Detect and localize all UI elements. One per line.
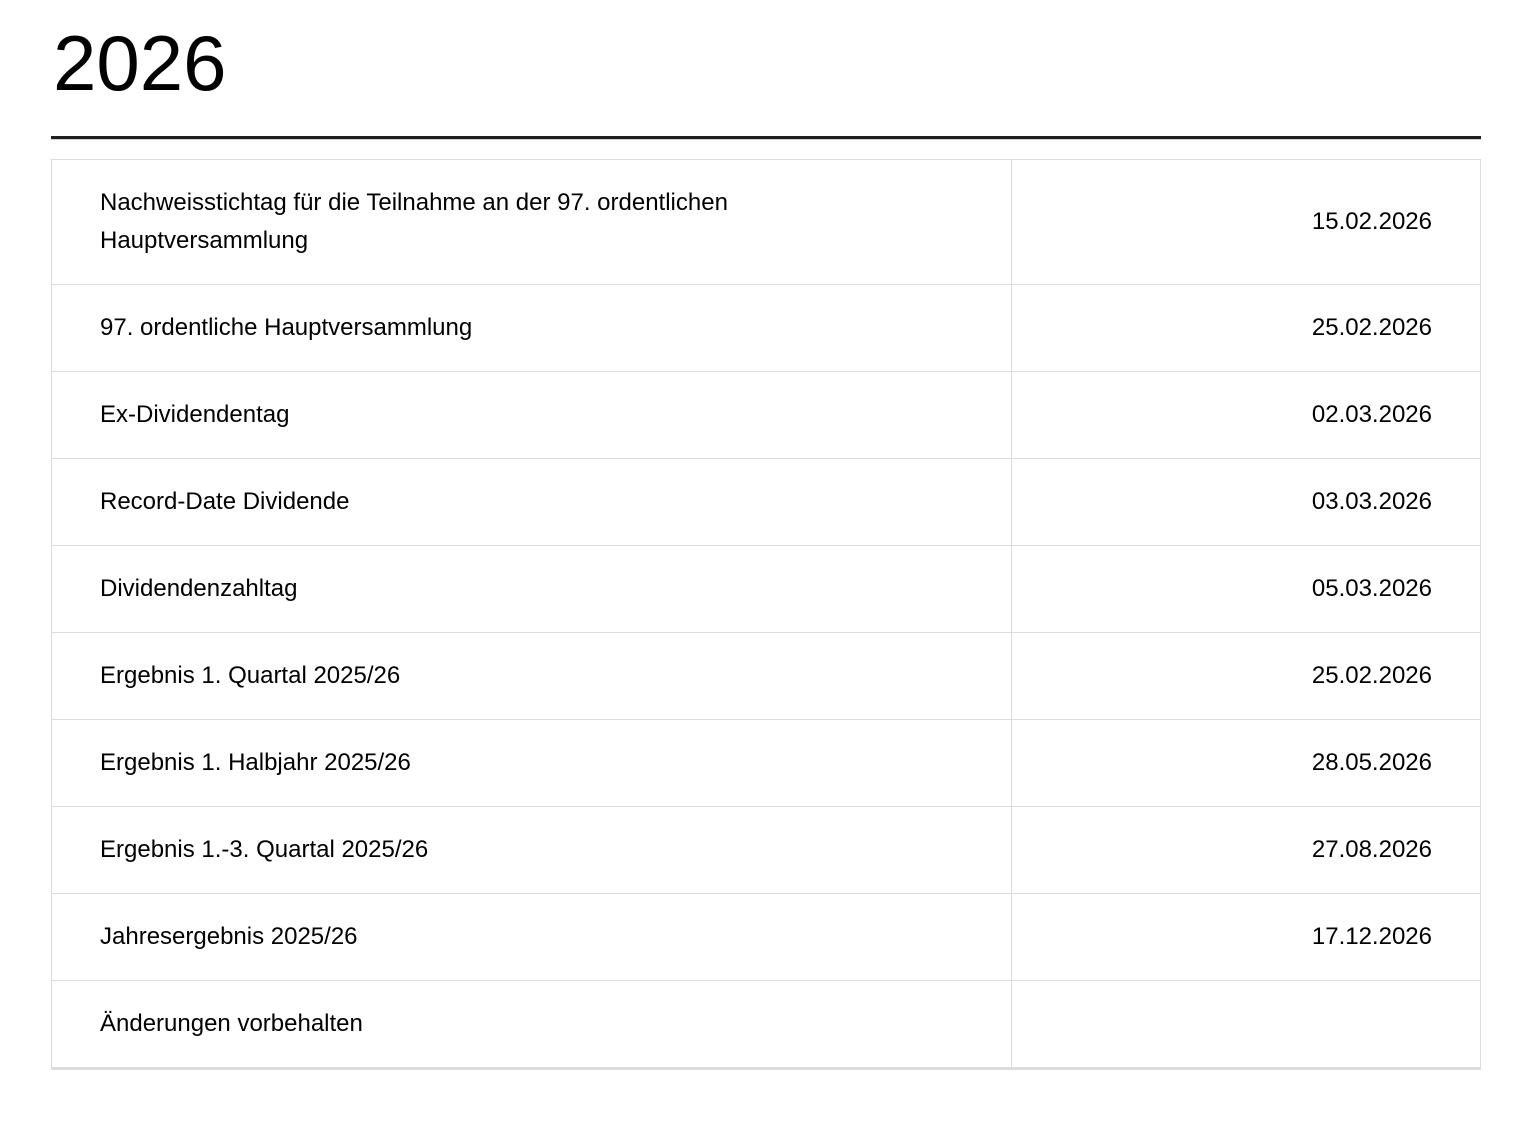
event-date-cell: 03.03.2026	[1011, 458, 1481, 546]
event-label: Ergebnis 1. Quartal 2025/26	[100, 662, 401, 689]
event-date-cell: 15.02.2026	[1011, 159, 1481, 285]
table-row: 97. ordentliche Hauptversammlung 25.02.2…	[50, 284, 1481, 372]
event-date-cell: 25.02.2026	[1011, 284, 1481, 372]
calendar-table-body: Nachweisstichtag für die Teilnahme an de…	[50, 159, 1481, 1068]
event-label: Ergebnis 1. Halbjahr 2025/26	[100, 749, 411, 776]
table-row: Dividendenzahltag 05.03.2026	[50, 545, 1481, 633]
table-row: Nachweisstichtag für die Teilnahme an de…	[50, 159, 1481, 285]
event-label: Ergebnis 1.-3. Quartal 2025/26	[100, 836, 429, 863]
event-date-cell: 17.12.2026	[1011, 893, 1481, 981]
event-label-cell: Record-Date Dividende	[50, 458, 1013, 546]
table-row: Ex-Dividendentag 02.03.2026	[50, 371, 1481, 459]
event-date-cell: 28.05.2026	[1011, 719, 1481, 807]
table-row: Jahresergebnis 2025/26 17.12.2026	[50, 893, 1481, 981]
event-label-cell: Dividendenzahltag	[50, 545, 1013, 633]
event-label-cell: Jahresergebnis 2025/26	[50, 893, 1013, 981]
event-label: Record-Date Dividende	[100, 488, 350, 515]
event-date-cell: 02.03.2026	[1011, 371, 1481, 459]
event-label: Ex-Dividendentag	[100, 401, 290, 428]
year-heading: 2026	[53, 19, 227, 107]
event-label-cell: Ergebnis 1.-3. Quartal 2025/26	[50, 806, 1013, 894]
table-row: Ergebnis 1. Quartal 2025/26 25.02.2026	[50, 632, 1481, 720]
event-label-cell: Nachweisstichtag für die Teilnahme an de…	[50, 159, 1013, 285]
event-label: Nachweisstichtag für die Teilnahme an de…	[100, 189, 728, 254]
event-label-cell: Ergebnis 1. Quartal 2025/26	[50, 632, 1013, 720]
table-row: Änderungen vorbehalten	[50, 980, 1481, 1068]
event-label-cell: 97. ordentliche Hauptversammlung	[50, 284, 1013, 372]
event-label-cell: Ergebnis 1. Halbjahr 2025/26	[50, 719, 1013, 807]
table-row: Ergebnis 1.-3. Quartal 2025/26 27.08.202…	[50, 806, 1481, 894]
event-date-cell: 27.08.2026	[1011, 806, 1481, 894]
event-label-cell: Ex-Dividendentag	[50, 371, 1013, 459]
event-label-cell: Änderungen vorbehalten	[50, 980, 1013, 1068]
heading-divider	[51, 136, 1481, 139]
table-row: Record-Date Dividende 03.03.2026	[50, 458, 1481, 546]
event-label: Änderungen vorbehalten	[100, 1010, 363, 1037]
financial-calendar-table: Nachweisstichtag für die Teilnahme an de…	[50, 159, 1481, 1068]
event-label: Jahresergebnis 2025/26	[100, 923, 358, 950]
event-label: Dividendenzahltag	[100, 575, 298, 602]
event-date-cell: 05.03.2026	[1011, 545, 1481, 633]
event-date-cell	[1011, 980, 1481, 1068]
table-row: Ergebnis 1. Halbjahr 2025/26 28.05.2026	[50, 719, 1481, 807]
event-label: 97. ordentliche Hauptversammlung	[100, 314, 473, 341]
event-date-cell: 25.02.2026	[1011, 632, 1481, 720]
